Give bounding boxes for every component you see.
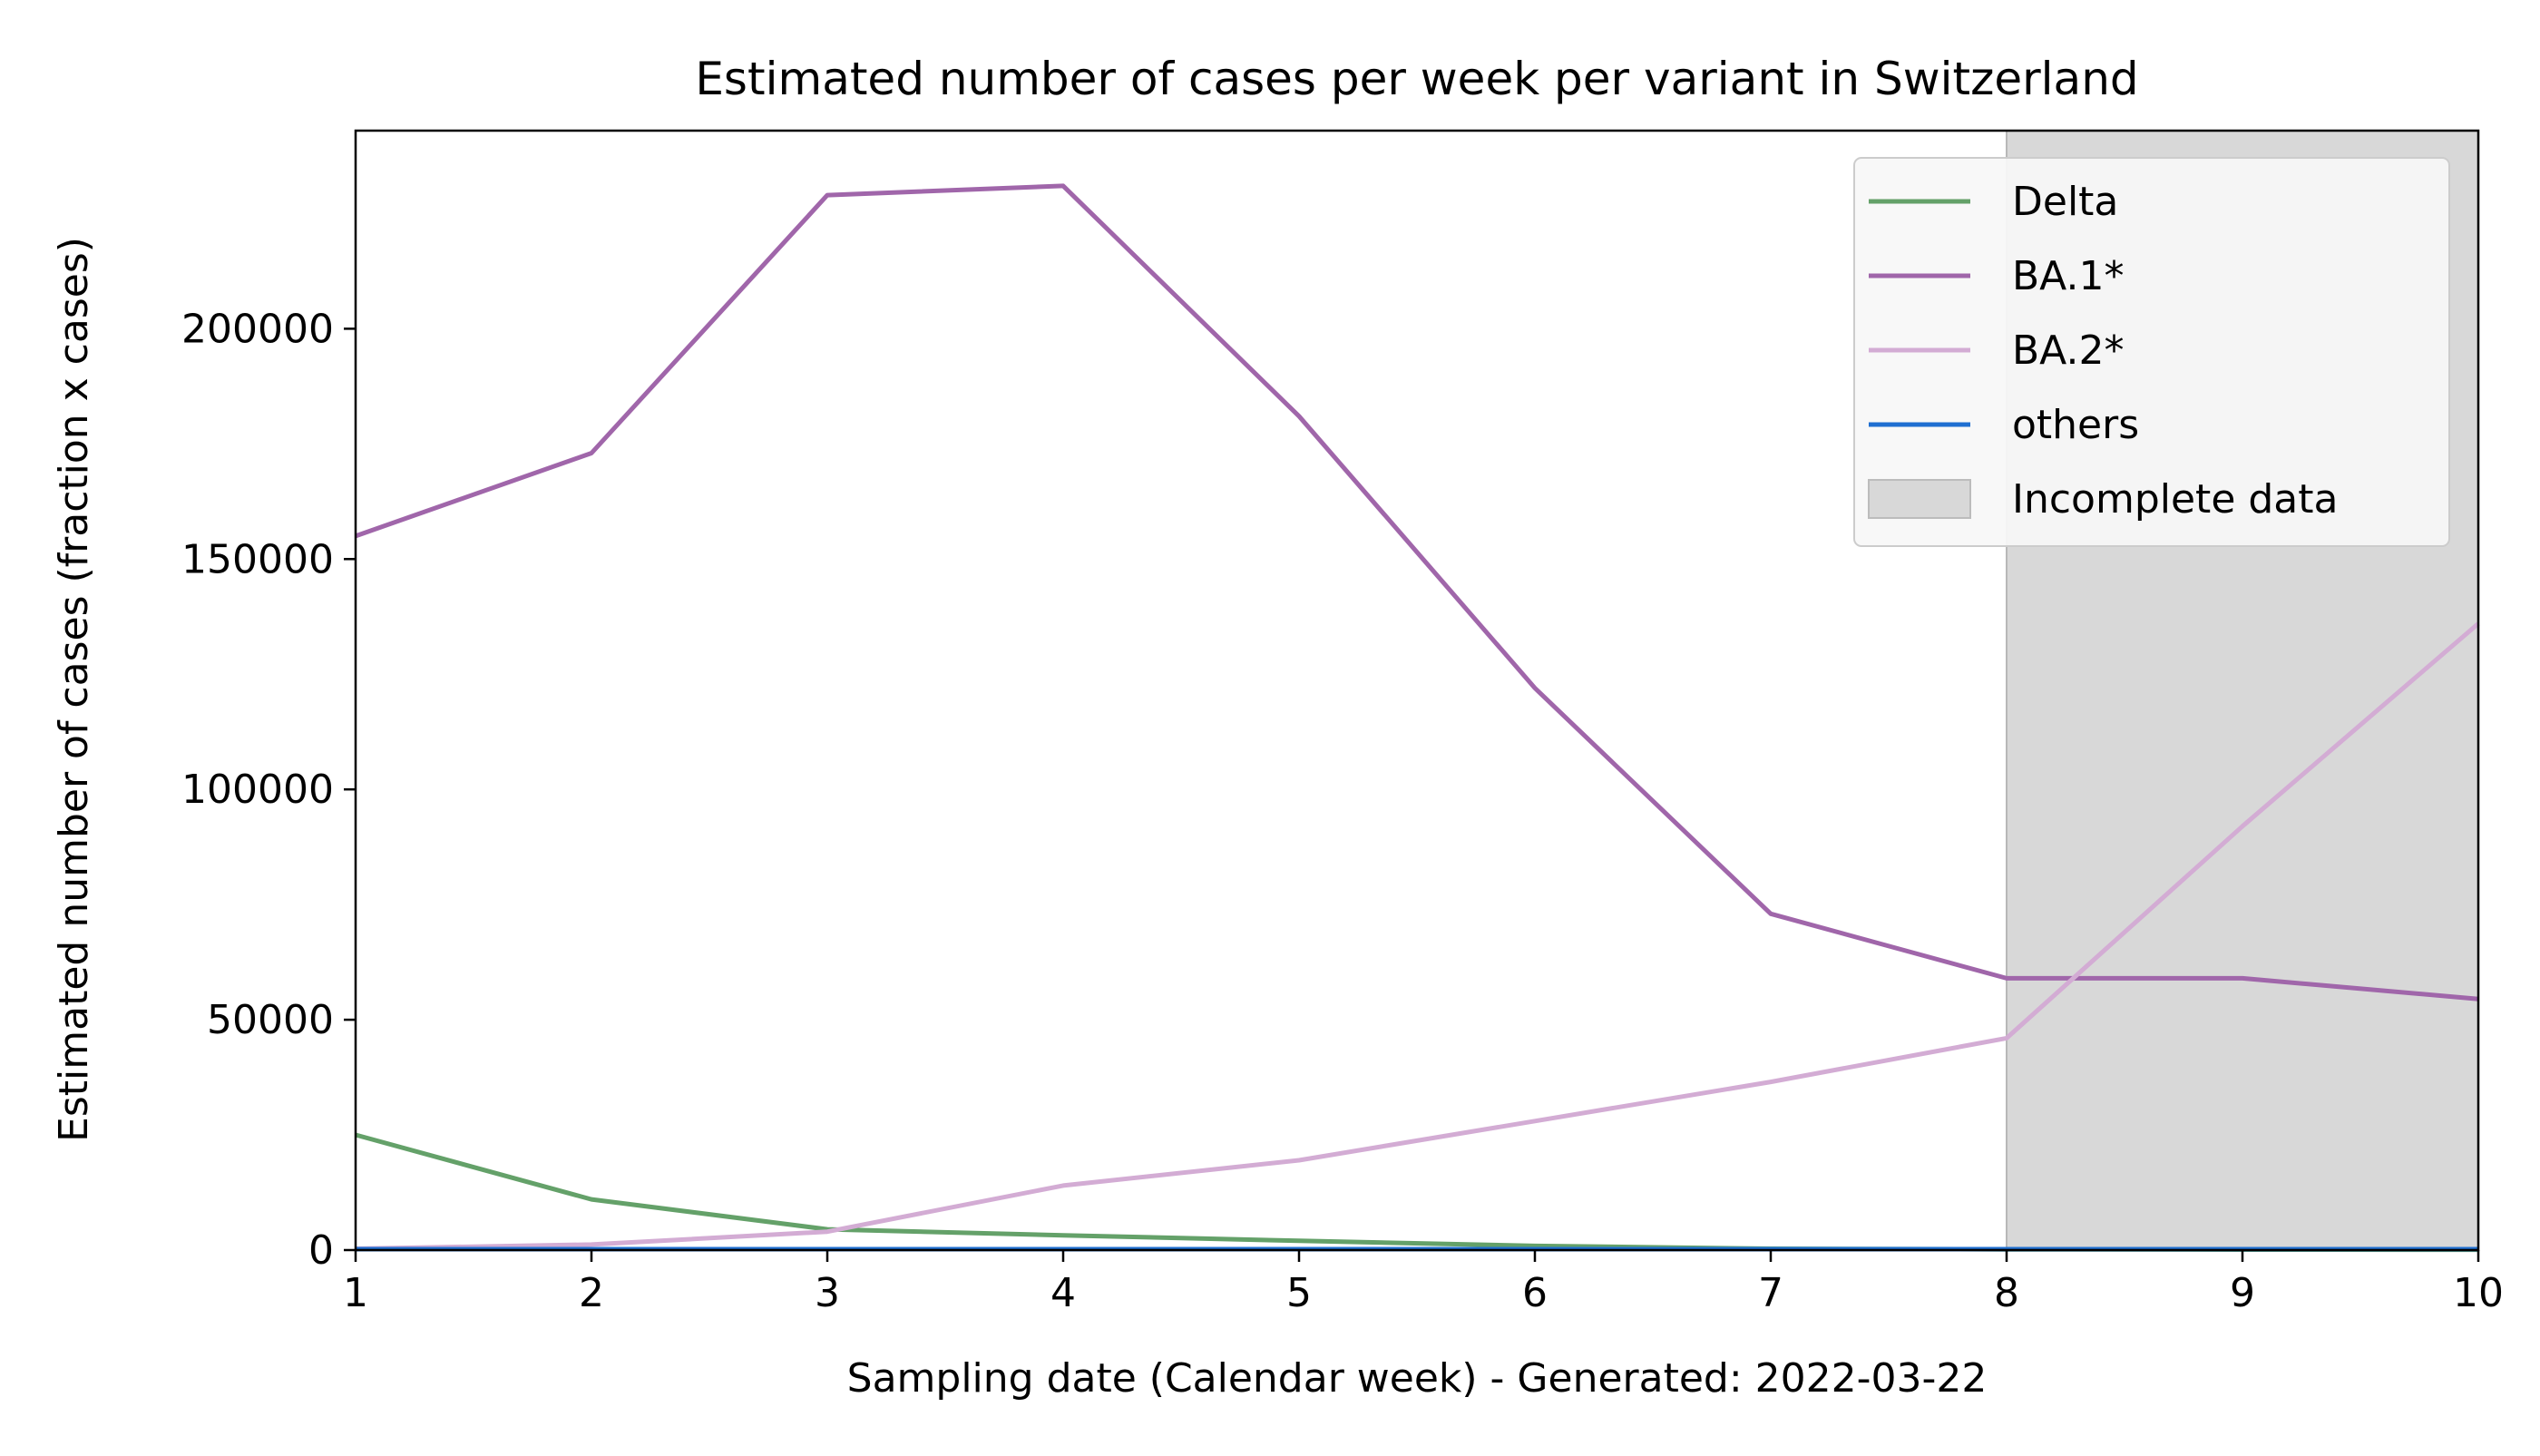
- y-tick-label: 200000: [181, 306, 334, 352]
- x-tick-label: 3: [815, 1270, 840, 1316]
- legend-box: [1853, 157, 2450, 547]
- chart-title: Estimated number of cases per week per v…: [695, 53, 2138, 105]
- x-tick-label: 7: [1758, 1270, 1783, 1316]
- y-tick-label: 150000: [181, 536, 334, 582]
- legend-swatch-incomplete: [1868, 479, 1971, 519]
- y-tick-label: 100000: [181, 767, 334, 813]
- x-tick-label: 8: [1994, 1270, 2019, 1316]
- x-tick-label: 6: [1522, 1270, 1548, 1316]
- x-tick-label: 5: [1286, 1270, 1312, 1316]
- y-axis-label: Estimated number of cases (fraction x ca…: [51, 237, 97, 1142]
- legend-label: BA.2*: [2012, 327, 2125, 374]
- legend: Delta BA.1* BA.2* others Incomplete data: [1853, 157, 2450, 547]
- legend-label: Incomplete data: [2012, 476, 2338, 523]
- plot-frame: [354, 129, 2480, 1252]
- legend-label: others: [2012, 402, 2139, 448]
- series-line-ba-2: [355, 621, 2480, 1251]
- y-tick-label: 50000: [207, 997, 334, 1043]
- x-tick-label: 9: [2230, 1270, 2255, 1316]
- legend-label: Delta: [2012, 179, 2118, 225]
- x-tick-label: 1: [343, 1270, 368, 1316]
- y-tick-label: 0: [308, 1227, 334, 1274]
- series-line-ba-1: [355, 183, 2479, 1002]
- x-tick-label: 4: [1050, 1270, 1076, 1316]
- legend-label: BA.1*: [2012, 253, 2125, 299]
- x-tick-label: 2: [579, 1270, 604, 1316]
- x-tick-label: 10: [2453, 1270, 2504, 1316]
- x-axis-label: Sampling date (Calendar week) - Generate…: [847, 1355, 1988, 1402]
